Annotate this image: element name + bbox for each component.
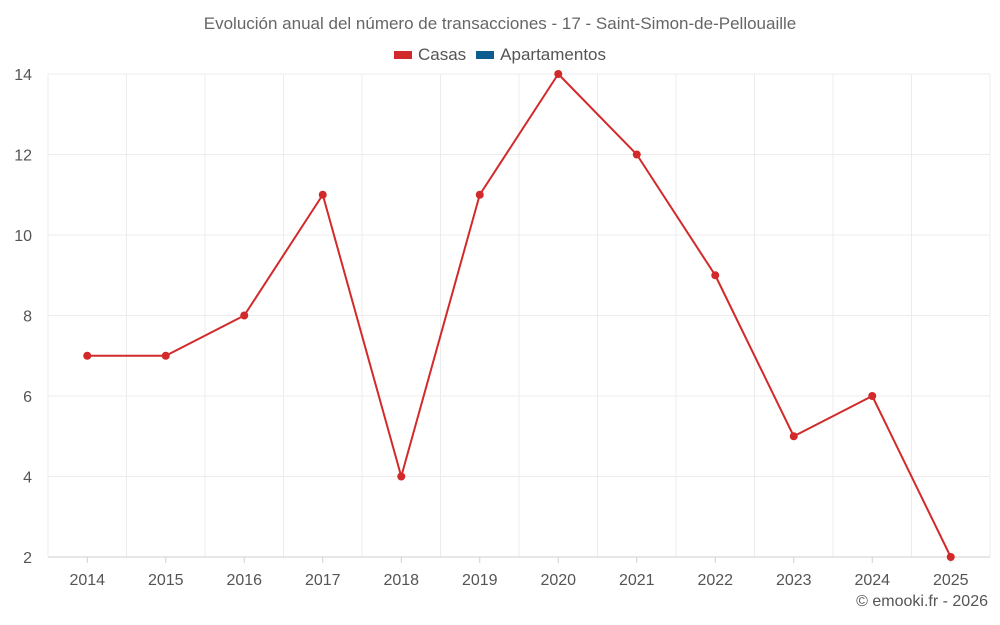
x-tick-label: 2023 bbox=[776, 572, 812, 589]
x-tick-label: 2015 bbox=[148, 572, 184, 589]
legend-label-apartamentos: Apartamentos bbox=[500, 45, 607, 64]
data-point bbox=[240, 311, 249, 320]
data-point bbox=[789, 432, 798, 441]
series-line-casas bbox=[87, 73, 952, 558]
x-tick-label: 2020 bbox=[540, 572, 576, 589]
legend-item-casas[interactable]: Casas bbox=[393, 45, 467, 65]
x-tick-label: 2017 bbox=[305, 572, 341, 589]
x-tick-label: 2014 bbox=[69, 572, 105, 589]
x-tick-label: 2019 bbox=[462, 572, 498, 589]
data-point bbox=[397, 472, 406, 481]
legend-item-apartamentos[interactable]: Apartamentos bbox=[476, 45, 606, 65]
data-point bbox=[475, 190, 484, 199]
x-tick-label: 2022 bbox=[697, 572, 733, 589]
data-point bbox=[946, 553, 955, 561]
legend: Casas Apartamentos bbox=[0, 45, 1000, 65]
y-tick-label: 8 bbox=[23, 309, 32, 326]
data-point bbox=[632, 150, 641, 159]
data-point bbox=[711, 271, 720, 280]
credit-text: © emooki.fr - 2026 bbox=[856, 593, 988, 610]
y-tick-label: 12 bbox=[14, 148, 32, 165]
legend-label-casas: Casas bbox=[417, 45, 467, 64]
y-tick-label: 14 bbox=[14, 67, 32, 84]
y-tick-label: 4 bbox=[23, 470, 32, 487]
data-point bbox=[318, 190, 327, 199]
x-tick-label: 2021 bbox=[619, 572, 655, 589]
chart-title: Evolución anual del número de transaccio… bbox=[203, 14, 797, 33]
y-tick-label: 10 bbox=[14, 228, 32, 245]
y-tick-label: 2 bbox=[23, 550, 32, 567]
data-point bbox=[554, 70, 563, 78]
x-tick-label: 2024 bbox=[854, 572, 890, 589]
legend-swatch-casas bbox=[393, 51, 412, 59]
x-tick-label: 2025 bbox=[933, 572, 969, 589]
legend-swatch-apartamentos bbox=[476, 51, 495, 59]
x-tick-label: 2018 bbox=[383, 572, 419, 589]
data-point bbox=[161, 351, 170, 360]
data-point bbox=[83, 351, 92, 360]
y-tick-label: 6 bbox=[23, 389, 32, 406]
data-point bbox=[868, 392, 877, 400]
x-tick-label: 2016 bbox=[226, 572, 262, 589]
